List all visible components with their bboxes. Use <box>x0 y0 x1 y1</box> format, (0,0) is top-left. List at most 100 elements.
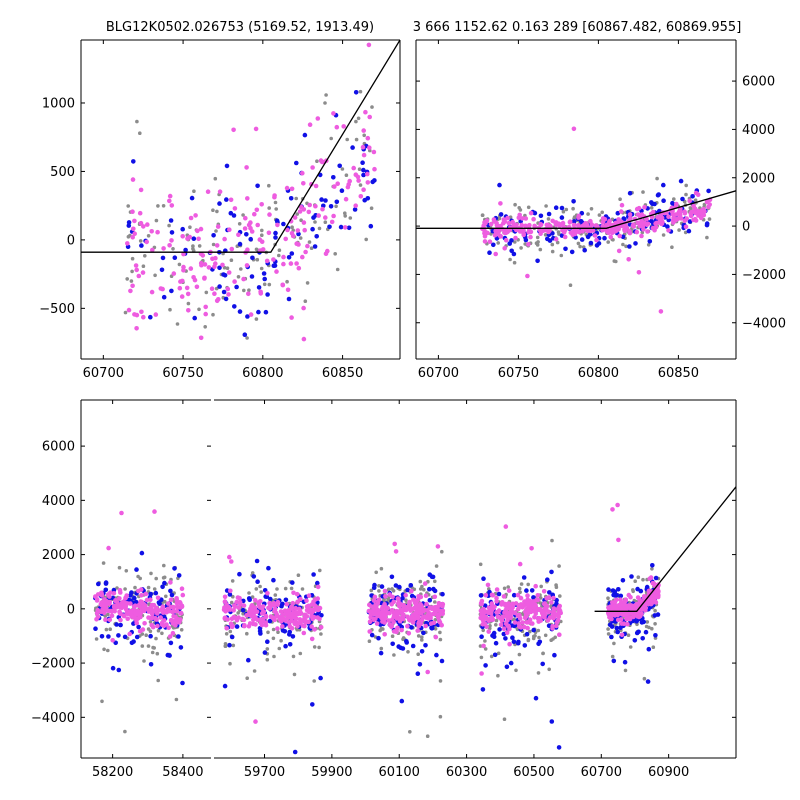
b1-magenta-point <box>178 617 183 622</box>
b2-magenta-point <box>427 605 433 610</box>
tr-magenta-point <box>532 223 537 229</box>
b2-magenta-point <box>501 594 507 599</box>
tr-blue-point <box>627 190 633 196</box>
tl-gray-point <box>161 204 166 208</box>
tl-blue-point <box>368 223 374 229</box>
b2-gray-point <box>483 639 487 643</box>
tr-magenta-point <box>687 198 692 204</box>
tl-gray-point <box>364 237 369 242</box>
b2-magenta-point <box>258 599 263 604</box>
tl-magenta-point <box>356 178 361 183</box>
b2-blue-point <box>511 592 517 598</box>
b2-blue-point <box>267 618 273 624</box>
tl-blue-point <box>272 263 278 268</box>
b2-blue-point <box>279 603 284 609</box>
b1-magenta-point <box>107 608 113 614</box>
tl-blue-point <box>346 225 352 231</box>
b1-gray-point <box>156 628 161 633</box>
b2-gray-point <box>438 679 443 683</box>
tl-gray-point <box>191 247 195 251</box>
tr-gray-point <box>597 213 602 217</box>
b1-magenta-point <box>138 587 144 592</box>
b2-magenta-point <box>421 607 427 613</box>
b1-magenta-point <box>168 604 174 610</box>
tr-magenta-point <box>691 203 696 209</box>
tl-magenta-point <box>169 238 174 243</box>
b2-gray-point <box>277 646 282 651</box>
tr-gray-point <box>683 230 688 235</box>
tl-blue-point <box>223 296 229 302</box>
panel-bottom-left-segment: 58200 58400 −4000 −2000 0 2000 4000 6000 <box>31 399 211 780</box>
b2-magenta-point <box>404 606 409 612</box>
tr-gray-point <box>649 206 654 210</box>
b2-gray-point <box>433 579 437 584</box>
tl-magenta-point <box>300 170 305 176</box>
tr-blue-point <box>656 192 661 197</box>
tr-blue-point <box>538 213 544 219</box>
b2-magenta-point <box>641 594 647 599</box>
tl-blue-point <box>232 304 237 309</box>
tl-magenta-point <box>283 236 289 242</box>
tr-magenta-point <box>505 227 510 233</box>
b2-magenta-point <box>389 617 395 622</box>
tr-magenta-point <box>520 216 525 221</box>
b2-blue-point <box>389 574 395 580</box>
b2-gray-point <box>300 587 305 591</box>
tl-magenta-point <box>301 220 307 225</box>
b2-magenta-point <box>517 616 523 621</box>
tr-gray-point <box>684 192 688 197</box>
b1-magenta-point <box>152 509 157 514</box>
b2-magenta-point <box>437 608 443 613</box>
tl-gray-point <box>191 244 195 248</box>
tl-magenta-point <box>155 229 160 235</box>
b2-magenta-point <box>227 554 232 560</box>
tl-magenta-point <box>366 42 372 48</box>
b1-magenta-point <box>118 611 123 617</box>
b2-magenta-point <box>229 559 234 564</box>
tl-blue-point <box>126 223 132 228</box>
b2-magenta-point <box>524 601 530 606</box>
tr-blue-point <box>487 250 492 255</box>
tr-gray-point <box>618 197 622 201</box>
tl-blue-point <box>331 175 336 180</box>
tl-magenta-point <box>171 271 177 276</box>
tl-magenta-point <box>361 128 367 133</box>
tl-blue-point <box>337 163 343 169</box>
b2-gray-point <box>626 633 631 637</box>
tl-blue-point <box>237 241 243 247</box>
b2-magenta-point <box>253 719 258 724</box>
b2-magenta-point <box>263 620 269 625</box>
tl-blue-point <box>328 204 334 209</box>
b1-magenta-point <box>118 617 123 623</box>
tl-magenta-point <box>329 219 335 225</box>
b2-magenta-point <box>535 606 541 612</box>
b1-magenta-point <box>123 595 128 601</box>
tr-magenta-point <box>496 229 501 234</box>
tl-gray-point <box>168 307 172 312</box>
b2-blue-point <box>404 640 410 645</box>
b2-gray-point <box>279 638 283 643</box>
b2-magenta-point <box>376 597 382 603</box>
tl-magenta-point <box>310 165 315 170</box>
tr-blue-point <box>553 205 559 210</box>
b2-gray-point <box>230 579 235 583</box>
b2-gray-point <box>241 612 245 616</box>
tl-magenta-point <box>169 203 175 208</box>
tl-gray-point <box>130 256 135 261</box>
tr-blue-point <box>535 258 540 264</box>
tl-magenta-point <box>365 180 371 185</box>
b2-gray-point <box>488 626 492 631</box>
b2-magenta-point <box>390 594 395 600</box>
tr-blue-point <box>652 201 657 207</box>
tl-blue-point <box>148 314 153 320</box>
b2-blue-point <box>524 588 529 593</box>
tl-blue-point <box>281 221 286 227</box>
tr-magenta-point <box>691 217 696 223</box>
b1-magenta-point <box>133 603 138 608</box>
b2-blue-point <box>653 633 658 638</box>
b2-magenta-point <box>532 615 537 620</box>
tr-magenta-point <box>576 215 581 220</box>
tl-magenta-point <box>141 224 146 229</box>
b2-gray-point <box>631 588 635 592</box>
